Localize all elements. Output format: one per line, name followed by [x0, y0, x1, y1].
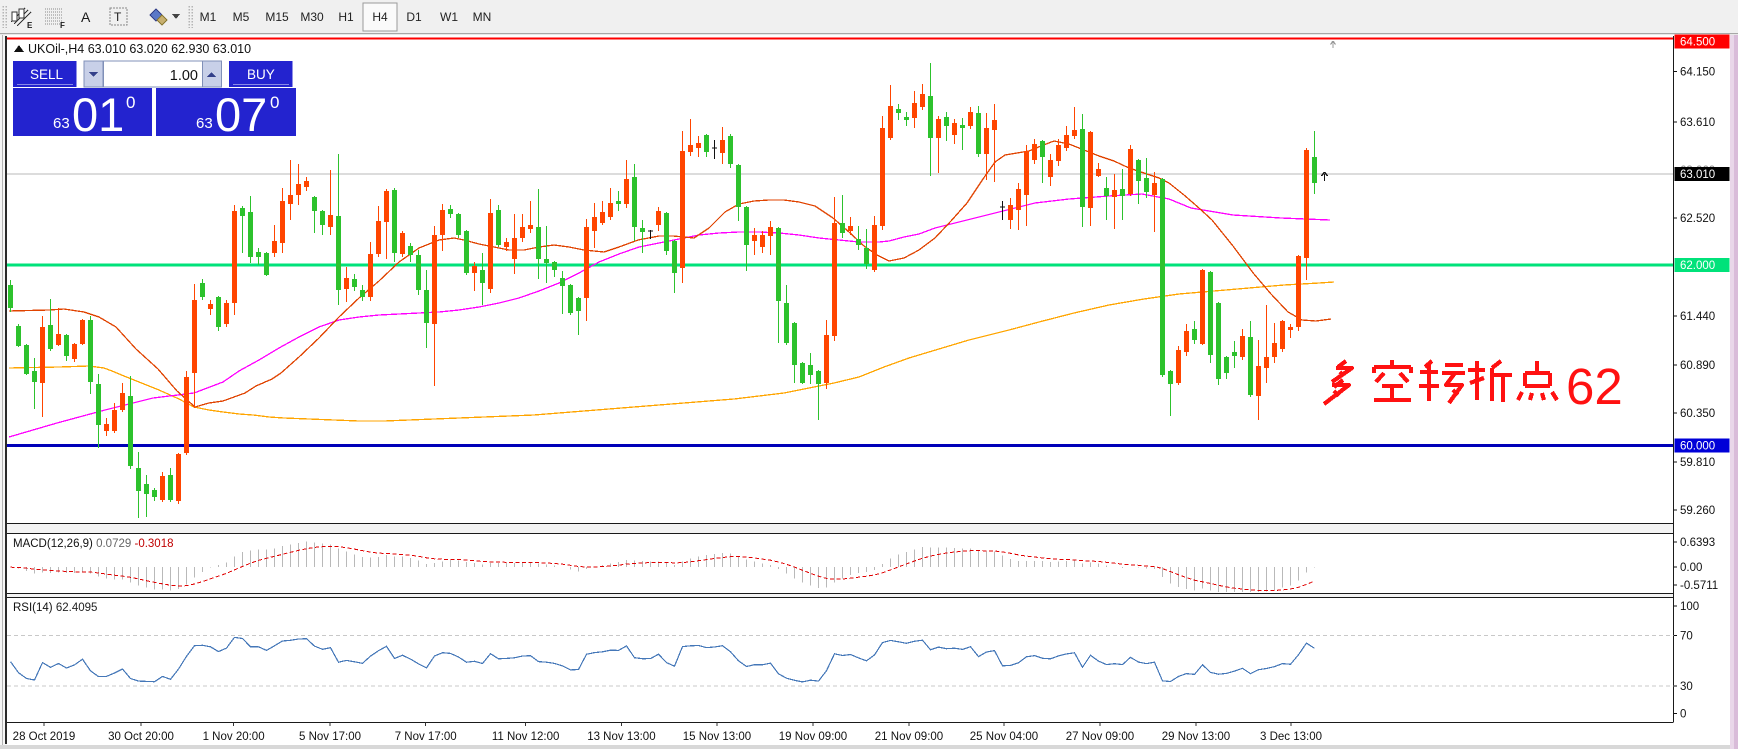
svg-text:21 Nov 09:00: 21 Nov 09:00	[875, 731, 943, 743]
svg-text:0: 0	[126, 93, 135, 112]
svg-text:F: F	[60, 21, 65, 30]
svg-text:H1: H1	[338, 10, 354, 24]
svg-text:5 Nov 17:00: 5 Nov 17:00	[299, 731, 361, 743]
svg-text:13 Nov 13:00: 13 Nov 13:00	[587, 731, 655, 743]
svg-text:H4: H4	[372, 10, 388, 24]
svg-text:64.500: 64.500	[1680, 37, 1715, 49]
svg-text:62.000: 62.000	[1680, 260, 1715, 272]
svg-text:25 Nov 04:00: 25 Nov 04:00	[970, 731, 1038, 743]
svg-text:1 Nov 20:00: 1 Nov 20:00	[203, 731, 265, 743]
svg-text:M15: M15	[265, 10, 289, 24]
svg-text:60.350: 60.350	[1680, 408, 1715, 420]
svg-text:T: T	[114, 10, 122, 24]
svg-text:11 Nov 12:00: 11 Nov 12:00	[492, 731, 560, 743]
svg-text:M5: M5	[233, 10, 250, 24]
svg-text:0.00: 0.00	[1680, 562, 1702, 574]
svg-text:63.610: 63.610	[1680, 117, 1715, 129]
svg-text:01: 01	[72, 88, 124, 141]
svg-text:7 Nov 17:00: 7 Nov 17:00	[395, 731, 457, 743]
svg-text:28 Oct 2019: 28 Oct 2019	[13, 731, 76, 743]
svg-text:70: 70	[1680, 631, 1693, 643]
svg-text:W1: W1	[440, 10, 458, 24]
svg-text:MACD(12,26,9) 0.0729 -0.3018: MACD(12,26,9) 0.0729 -0.3018	[13, 538, 174, 550]
svg-text:0: 0	[270, 93, 279, 112]
svg-text:62: 62	[1566, 358, 1623, 415]
svg-text:0.6393: 0.6393	[1680, 537, 1715, 549]
svg-text:SELL: SELL	[30, 67, 64, 82]
svg-text:59.810: 59.810	[1680, 457, 1715, 469]
svg-text:63: 63	[196, 115, 213, 132]
svg-text:60.000: 60.000	[1680, 441, 1715, 453]
svg-text:19 Nov 09:00: 19 Nov 09:00	[779, 731, 847, 743]
svg-text:1.00: 1.00	[170, 68, 198, 84]
svg-text:59.260: 59.260	[1680, 505, 1715, 517]
svg-text:M1: M1	[200, 10, 217, 24]
svg-text:A: A	[81, 9, 91, 25]
svg-text:30 Oct 20:00: 30 Oct 20:00	[108, 731, 174, 743]
svg-text:27 Nov 09:00: 27 Nov 09:00	[1066, 731, 1134, 743]
svg-text:60.890: 60.890	[1680, 360, 1715, 372]
svg-text:0: 0	[1680, 709, 1686, 721]
svg-text:MN: MN	[473, 10, 492, 24]
svg-text:64.150: 64.150	[1680, 67, 1715, 79]
svg-text:29 Nov 13:00: 29 Nov 13:00	[1162, 731, 1230, 743]
svg-text:BUY: BUY	[247, 67, 275, 82]
svg-text:07: 07	[215, 88, 267, 141]
svg-text:63.010: 63.010	[1680, 169, 1715, 181]
svg-text:62.520: 62.520	[1680, 213, 1715, 225]
svg-text:63: 63	[53, 115, 70, 132]
svg-text:M30: M30	[300, 10, 324, 24]
svg-text:30: 30	[1680, 681, 1693, 693]
svg-text:61.440: 61.440	[1680, 311, 1715, 323]
svg-text:-0.5711: -0.5711	[1680, 580, 1718, 592]
svg-text:3 Dec 13:00: 3 Dec 13:00	[1260, 731, 1322, 743]
svg-text:RSI(14) 62.4095: RSI(14) 62.4095	[13, 602, 97, 614]
svg-text:UKOil-,H4 63.010 63.020 62.93: UKOil-,H4 63.010 63.020 62.930 63.010	[28, 42, 251, 56]
svg-text:E: E	[27, 21, 33, 30]
svg-text:15 Nov 13:00: 15 Nov 13:00	[683, 731, 751, 743]
svg-text:D1: D1	[406, 10, 422, 24]
svg-text:100: 100	[1680, 601, 1699, 613]
